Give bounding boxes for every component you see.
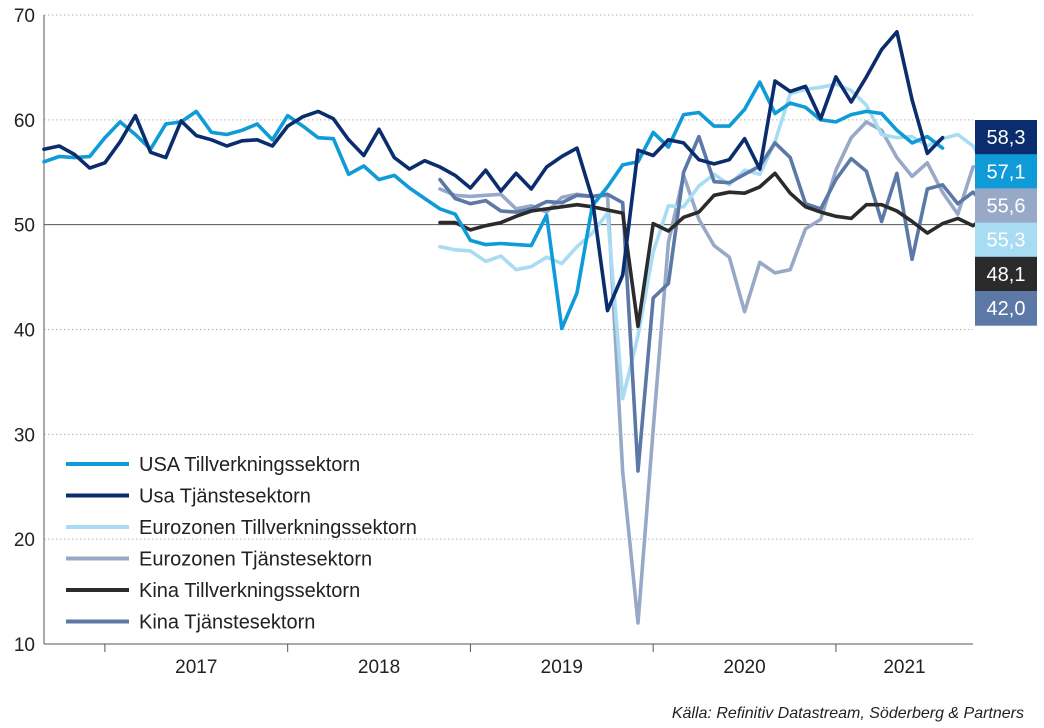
value-badge-label: 42,0 [987,298,1026,320]
legend-label: Kina Tillverkningssektorn [139,580,360,602]
value-badge-label: 55,6 [987,196,1026,218]
y-tick-label: 50 [14,216,35,237]
series-line-usa-tj-nstesektorn [42,29,945,313]
value-badge-label: 48,1 [987,264,1026,286]
x-year-label: 2021 [883,657,925,678]
y-tick-label: 40 [14,321,35,342]
y-tick-label: 70 [14,6,35,27]
value-badge-label: 58,3 [987,127,1026,149]
value-badge [975,291,1037,326]
value-badge [975,120,1037,155]
series-line-usa-tillverkningssektorn [42,80,945,331]
series-layer [42,29,1036,625]
legend-label: Eurozonen Tjänstesektorn [139,549,372,571]
grid-layer [44,14,973,540]
legend: USA Tillverkningssektorn Usa Tjänstesekto… [66,454,417,634]
value-badge [975,256,1037,292]
source-note: Källa: Refinitiv Datastream, Söderberg &… [672,705,1024,722]
x-year-label: 2019 [541,657,583,678]
value-badge-label: 57,1 [987,161,1026,183]
value-badge-label: 55,3 [987,230,1026,252]
y-tick-label: 20 [14,530,35,551]
value-badge [975,188,1037,224]
x-year-label: 2017 [175,657,217,678]
y-tick-label: 60 [14,111,35,132]
legend-label: USA Tillverkningssektorn [139,454,360,476]
legend-label: Usa Tjänstesektorn [139,486,311,508]
series-line-kina-tillverkningssektorn [438,171,1036,329]
series-line-kina-tj-nstesektorn [438,134,1036,473]
legend-label: Eurozonen Tillverkningssektorn [139,517,417,539]
x-year-label: 2020 [723,657,765,678]
series-line-eurozonen-tillverkningssektorn [438,82,991,401]
x-year-label: 2018 [358,657,400,678]
value-badge [975,222,1037,258]
badge-layer: 58,3 57,1 55,6 55,3 48,1 42,0 [975,120,1037,326]
series-line-eurozonen-tj-nstesektorn [438,120,991,625]
y-tick-label: 30 [14,425,35,446]
legend-label: Kina Tjänstesektorn [139,612,315,634]
value-badge [975,154,1037,189]
axis-layer: 10 20 30 40 50 60 70 2017 2018 2019 2020 2021 [14,6,973,678]
y-tick-label: 10 [14,635,35,656]
